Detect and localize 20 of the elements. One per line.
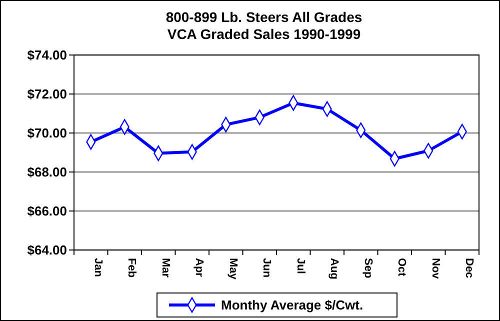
x-tick-label: Jul (294, 258, 306, 274)
x-tick-label: Sep (362, 258, 374, 278)
y-tick-label: $64.00 (27, 242, 67, 258)
y-tick-label: $74.00 (27, 48, 67, 63)
x-tick-label: Aug (328, 258, 340, 280)
y-tick-label: $70.00 (27, 126, 67, 141)
x-tick-label: Dec (463, 258, 476, 278)
x-tick-label: Nov (429, 258, 442, 280)
y-tick-label: $66.00 (27, 204, 67, 219)
x-tick-label: Oct (396, 258, 408, 277)
x-tick-label: Jan (92, 258, 104, 278)
y-tick-label: $68.00 (27, 164, 67, 180)
x-tick-label: May (226, 258, 239, 280)
legend-label: Monthy Average $/Cwt. (221, 298, 364, 313)
chart-title: 800-899 Lb. Steers All Grades VCA Graded Sales 1990-1999 (166, 9, 362, 42)
x-tick-label: Apr (193, 258, 206, 278)
x-tick-label: Feb (126, 258, 138, 278)
x-tick-label: Mar (159, 258, 172, 278)
y-tick-label: $72.00 (27, 86, 67, 102)
x-tick-label: Jun (260, 258, 273, 278)
